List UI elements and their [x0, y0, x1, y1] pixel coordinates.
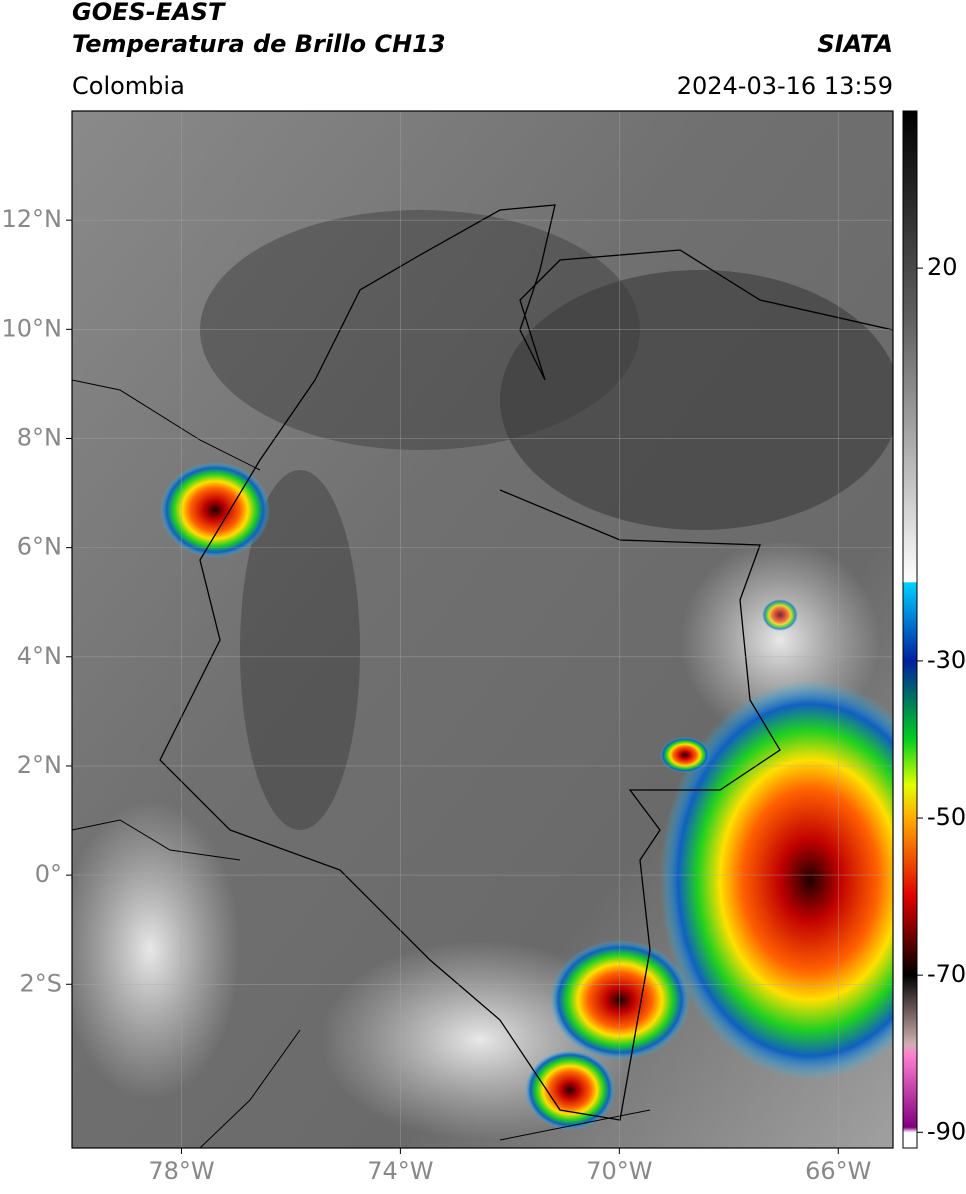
colorbar — [902, 110, 918, 1149]
x-tick-label: 70°W — [586, 1157, 652, 1185]
map-frame — [71, 110, 894, 1149]
y-tick-label: 10°N — [2, 314, 63, 342]
grid — [72, 111, 893, 1148]
y-tick-label: 2°N — [17, 751, 62, 779]
y-tick-label: 4°N — [17, 642, 62, 670]
y-tick-label: 12°N — [2, 205, 63, 233]
y-tick-label: 2°S — [19, 969, 62, 997]
title: GOES-EAST — [72, 0, 226, 26]
timestamp: 2024-03-16 13:59 — [677, 72, 893, 100]
colorbar-tick-label: -70 — [927, 960, 966, 988]
satellite-image — [72, 111, 893, 1148]
colorbar-tick-label: -30 — [927, 646, 966, 674]
x-tick-label: 74°W — [367, 1157, 433, 1185]
colorbar-tick-label: -90 — [927, 1117, 966, 1145]
colorbar-tick-label: 20 — [927, 253, 958, 281]
subtitle: Temperatura de Brillo CH13 — [72, 30, 446, 58]
source: SIATA — [817, 30, 893, 58]
y-tick-label: 0° — [35, 860, 62, 888]
x-tick-label: 78°W — [148, 1157, 214, 1185]
y-tick-label: 8°N — [17, 423, 62, 451]
colorbar-tick-label: -50 — [927, 803, 966, 831]
y-tick-label: 6°N — [17, 533, 62, 561]
x-tick-label: 66°W — [805, 1157, 871, 1185]
region: Colombia — [72, 72, 185, 100]
